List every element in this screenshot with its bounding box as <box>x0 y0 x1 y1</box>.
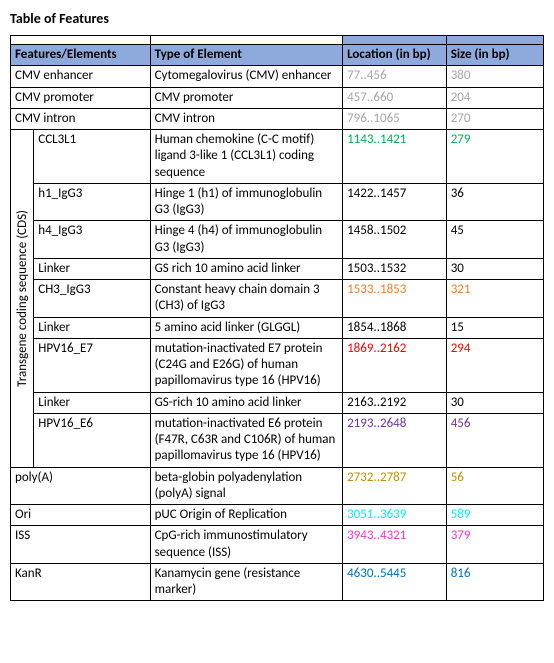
type-cell: GS rich 10 amino acid linker <box>150 258 342 279</box>
header-features: Features/Elements <box>11 45 151 66</box>
table-row: CH3_IgG3Constant heavy chain domain 3 (C… <box>11 280 544 318</box>
type-cell: CpG-rich immunostimulatory sequence (ISS… <box>150 526 342 564</box>
table-row: poly(A)beta-globin polyadenylation (poly… <box>11 467 544 505</box>
type-cell: Constant heavy chain domain 3 (CH3) of I… <box>150 280 342 318</box>
header-row: Features/ElementsType of ElementLocation… <box>11 45 544 66</box>
size-cell: 279 <box>446 130 543 184</box>
table-row: CMV intronCMV intron796..1065270 <box>11 108 544 129</box>
feature-cell: ISS <box>11 526 151 564</box>
location-cell: 1854..1868 <box>343 317 447 338</box>
table-row: CMV enhancerCytomegalovirus (CMV) enhanc… <box>11 66 544 87</box>
table-title: Table of Features <box>10 10 544 27</box>
type-cell: Cytomegalovirus (CMV) enhancer <box>150 66 342 87</box>
location-cell: 457..660 <box>343 87 447 108</box>
size-cell: 45 <box>446 221 543 259</box>
type-cell: CMV promoter <box>150 87 342 108</box>
feature-cell: poly(A) <box>11 467 151 505</box>
table-row: HPV16_E6mutation-inactivated E6 protein … <box>11 413 544 467</box>
feature-cell: Linker <box>34 258 150 279</box>
size-cell: 456 <box>446 413 543 467</box>
header-location: Location (in bp) <box>343 45 447 66</box>
size-cell: 816 <box>446 563 543 601</box>
location-cell: 4630..5445 <box>343 563 447 601</box>
location-cell: 3943..4321 <box>343 526 447 564</box>
table-row: h1_IgG3Hinge 1 (h1) of immunoglobulin G3… <box>11 183 544 221</box>
feature-cell: CMV enhancer <box>11 66 151 87</box>
location-cell: 1533..1853 <box>343 280 447 318</box>
size-cell: 379 <box>446 526 543 564</box>
features-table: Features/ElementsType of ElementLocation… <box>10 35 544 601</box>
size-cell: 15 <box>446 317 543 338</box>
location-cell: 77..456 <box>343 66 447 87</box>
type-cell: Hinge 4 (h4) of immunoglobulin G3 (IgG3) <box>150 221 342 259</box>
type-cell: beta-globin polyadenylation (polyA) sign… <box>150 467 342 505</box>
type-cell: pUC Origin of Replication <box>150 505 342 526</box>
location-cell: 2193..2648 <box>343 413 447 467</box>
table-row: HPV16_E7mutation-inactivated E7 protein … <box>11 338 544 392</box>
location-cell: 1869..2162 <box>343 338 447 392</box>
table-row: Transgene coding sequence (CDS)CCL3L1Hum… <box>11 130 544 184</box>
size-cell: 589 <box>446 505 543 526</box>
size-cell: 270 <box>446 108 543 129</box>
location-cell: 1143..1421 <box>343 130 447 184</box>
feature-cell: CH3_IgG3 <box>34 280 150 318</box>
type-cell: Human chemokine (C-C motif) ligand 3-lik… <box>150 130 342 184</box>
size-cell: 380 <box>446 66 543 87</box>
table-row: CMV promoterCMV promoter457..660204 <box>11 87 544 108</box>
location-cell: 2163..2192 <box>343 392 447 413</box>
feature-cell: HPV16_E6 <box>34 413 150 467</box>
location-cell: 1458..1502 <box>343 221 447 259</box>
location-cell: 2732..2787 <box>343 467 447 505</box>
type-cell: mutation-inactivated E7 protein (C24G an… <box>150 338 342 392</box>
location-cell: 1422..1457 <box>343 183 447 221</box>
location-cell: 1503..1532 <box>343 258 447 279</box>
table-row: LinkerGS rich 10 amino acid linker1503..… <box>11 258 544 279</box>
type-cell: 5 amino acid linker (GLGGL) <box>150 317 342 338</box>
size-cell: 36 <box>446 183 543 221</box>
header-size: Size (in bp) <box>446 45 543 66</box>
feature-cell: CMV promoter <box>11 87 151 108</box>
table-row: Linker5 amino acid linker (GLGGL)1854..1… <box>11 317 544 338</box>
feature-cell: h1_IgG3 <box>34 183 150 221</box>
type-cell: Kanamycin gene (resistance marker) <box>150 563 342 601</box>
table-row: OripUC Origin of Replication3051..363958… <box>11 505 544 526</box>
feature-cell: HPV16_E7 <box>34 338 150 392</box>
table-row: LinkerGS-rich 10 amino acid linker2163..… <box>11 392 544 413</box>
spacer-row <box>11 36 544 45</box>
feature-cell: Linker <box>34 317 150 338</box>
feature-cell: Linker <box>34 392 150 413</box>
feature-cell: Ori <box>11 505 151 526</box>
location-cell: 796..1065 <box>343 108 447 129</box>
size-cell: 204 <box>446 87 543 108</box>
type-cell: GS-rich 10 amino acid linker <box>150 392 342 413</box>
type-cell: mutation-inactivated E6 protein (F47R, C… <box>150 413 342 467</box>
table-row: KanRKanamycin gene (resistance marker)46… <box>11 563 544 601</box>
size-cell: 294 <box>446 338 543 392</box>
type-cell: CMV intron <box>150 108 342 129</box>
size-cell: 30 <box>446 392 543 413</box>
size-cell: 321 <box>446 280 543 318</box>
size-cell: 56 <box>446 467 543 505</box>
feature-cell: CMV intron <box>11 108 151 129</box>
cds-vertical-label: Transgene coding sequence (CDS) <box>11 130 34 468</box>
type-cell: Hinge 1 (h1) of immunoglobulin G3 (IgG3) <box>150 183 342 221</box>
feature-cell: h4_IgG3 <box>34 221 150 259</box>
size-cell: 30 <box>446 258 543 279</box>
table-row: ISSCpG-rich immunostimulatory sequence (… <box>11 526 544 564</box>
location-cell: 3051..3639 <box>343 505 447 526</box>
feature-cell: KanR <box>11 563 151 601</box>
header-type: Type of Element <box>150 45 342 66</box>
feature-cell: CCL3L1 <box>34 130 150 184</box>
table-row: h4_IgG3Hinge 4 (h4) of immunoglobulin G3… <box>11 221 544 259</box>
